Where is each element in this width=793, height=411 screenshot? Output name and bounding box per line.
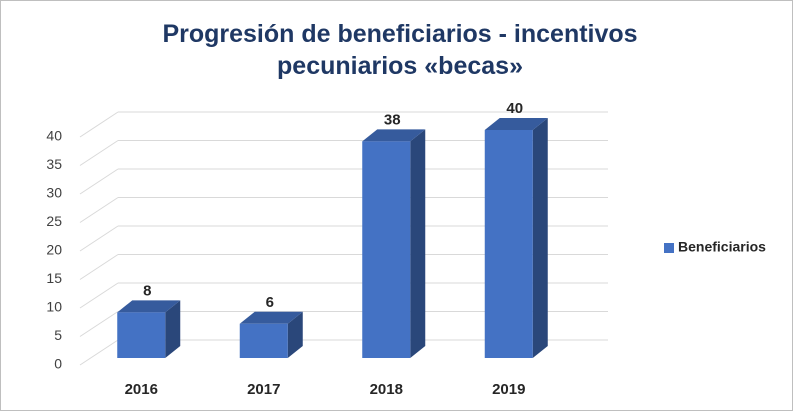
grid-line: [79, 311, 119, 337]
grid-line: [79, 225, 119, 252]
chart-title: Progresión de beneficiarios - incentivos…: [162, 20, 638, 80]
data-label: 8: [143, 282, 151, 299]
bar-front: [484, 130, 533, 358]
y-tick-label: 5: [54, 327, 62, 343]
grid-line: [79, 254, 119, 280]
y-tick-label: 35: [46, 156, 62, 172]
data-label: 6: [266, 294, 274, 311]
legend-swatch: [664, 243, 674, 253]
legend-label: Beneficiarios: [678, 239, 766, 255]
x-tick-label: 2017: [247, 381, 280, 398]
bar: [484, 118, 548, 358]
bar-front: [117, 312, 166, 358]
grid-line: [79, 197, 119, 223]
bar-front: [362, 141, 411, 358]
bar: [362, 129, 426, 358]
x-tick-label: 2018: [370, 381, 403, 398]
grid-line: [79, 111, 119, 138]
grid-line: [79, 140, 119, 166]
y-tick-label: 20: [46, 242, 62, 258]
y-tick-label: 40: [46, 128, 62, 144]
bar-side: [165, 300, 181, 358]
bar-front: [239, 323, 288, 358]
bar: [239, 311, 303, 358]
bar-side: [410, 129, 426, 358]
y-tick-label: 30: [46, 185, 62, 201]
bar-side: [532, 118, 548, 358]
bar-side: [287, 311, 303, 358]
y-tick-label: 25: [46, 213, 62, 229]
x-tick-label: 2016: [125, 381, 158, 398]
bar-top: [484, 118, 548, 130]
grid-line: [79, 168, 119, 195]
y-tick-label: 15: [46, 270, 62, 286]
bar-top: [362, 129, 426, 142]
bar-top: [117, 300, 181, 313]
bar: [117, 300, 181, 358]
data-label: 40: [506, 100, 523, 117]
grid-line: [79, 282, 119, 309]
data-label: 38: [384, 111, 401, 128]
y-tick-label: 0: [54, 356, 62, 372]
y-tick-label: 10: [46, 299, 62, 315]
bar-top: [239, 311, 303, 324]
grid-line: [79, 339, 119, 366]
x-tick-label: 2019: [492, 381, 525, 398]
